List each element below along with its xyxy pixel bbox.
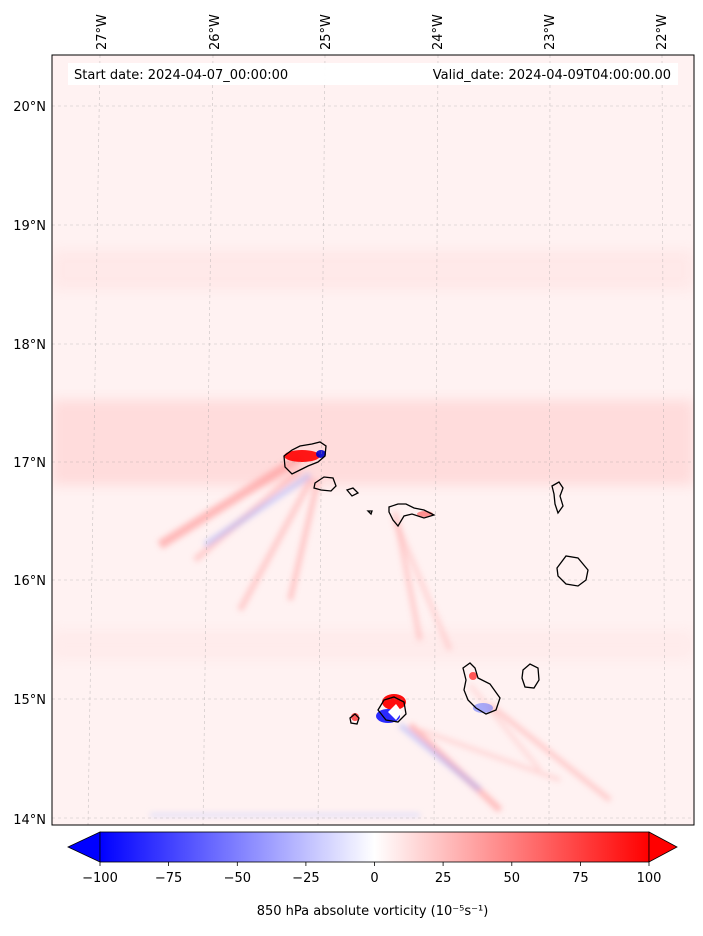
coastlines [283,441,589,725]
fogo-positive-core [382,694,406,710]
colorbar-title: 850 hPa absolute vorticity (10⁻⁵s⁻¹) [256,904,489,919]
santo-antao-positive-core [284,450,320,462]
graticule [52,55,694,825]
colorbar-tick-label: 75 [572,871,589,886]
lat-label: 14°N [13,813,46,828]
negative-streak [398,723,482,792]
lon-label: 27°W [95,14,110,50]
band-south [52,630,694,660]
colorbar-gradient [99,831,650,863]
colorbar-max-extension [648,831,678,863]
longitude-labels: 27°W 26°W 25°W 24°W 23°W 22°W [95,14,670,50]
island-santiago [462,662,501,715]
colorbar-tick-labels: −100 −75 −50 −25 0 25 50 75 100 [82,871,661,886]
vorticity-bands [52,250,694,660]
island-sao-vicente [313,476,337,492]
fogo-summit-white [388,704,402,720]
positive-streak [488,703,612,802]
island-dipoles [284,450,493,723]
island-santo-antao [283,441,327,475]
colorbar-tick-label: −75 [155,871,182,886]
meridian-25w [317,55,326,825]
colorbar-tick-label: 100 [637,871,662,886]
band-north [52,250,694,290]
lat-label: 17°N [13,456,46,471]
lat-label: 15°N [13,693,46,708]
lon-label: 23°W [543,14,558,50]
island-branco [366,510,373,516]
lat-label: 18°N [13,338,46,353]
island-fogo [377,696,407,723]
lon-label: 22°W [655,14,670,50]
meridian-24w [433,55,439,825]
island-brava [349,713,360,725]
meridian-23w [548,55,551,825]
colorbar-tick-label: −25 [292,871,319,886]
meridian-27w [87,55,101,825]
colorbar-tick-label: 25 [435,871,452,886]
colorbar-tick-label: −100 [82,871,118,886]
lon-label: 25°W [319,14,334,50]
island-santa-luzia [345,487,360,497]
positive-streak [392,519,453,651]
positive-streak [157,454,303,549]
lat-label: 16°N [13,574,46,589]
island-sal [551,481,564,515]
map-panel: Start date: 2024-04-07_00:00:00 Valid_da… [52,55,694,825]
boa-vista-positive [469,672,477,680]
map-frame [51,54,695,826]
island-sao-nicolau [388,503,436,528]
meridian-26w [202,55,214,825]
latitude-labels: 20°N 19°N 18°N 17°N 16°N 15°N 14°N [13,100,46,828]
colorbar-min-extension [67,831,101,863]
meridian-22w [661,55,666,825]
colorbar-ticks [99,862,650,866]
positive-streak [468,683,542,772]
island-boa-vista [556,555,589,587]
boa-vista-negative [473,703,493,713]
lon-label: 24°W [431,14,446,50]
island-maio [521,663,540,689]
lat-label: 19°N [13,219,46,234]
wake-streaks [150,454,612,817]
santo-antao-negative-core [316,450,326,458]
lat-label: 20°N [13,100,46,115]
colorbar-tick-label: 50 [504,871,521,886]
positive-streak [419,728,561,782]
valid-date-label: Valid_date: 2024-04-09T04:00:00.00 [433,68,671,83]
lon-label: 26°W [208,14,223,50]
band-main [52,400,694,485]
start-date-label: Start date: 2024-04-07_00:00:00 [74,68,288,83]
colorbar-tick-label: −50 [224,871,251,886]
positive-streak [237,476,315,612]
colorbar: −100 −75 −50 −25 0 25 50 75 100 [67,831,678,886]
colorbar-tick-label: 0 [370,871,378,886]
negative-streak [203,472,312,548]
header-box [68,63,678,85]
